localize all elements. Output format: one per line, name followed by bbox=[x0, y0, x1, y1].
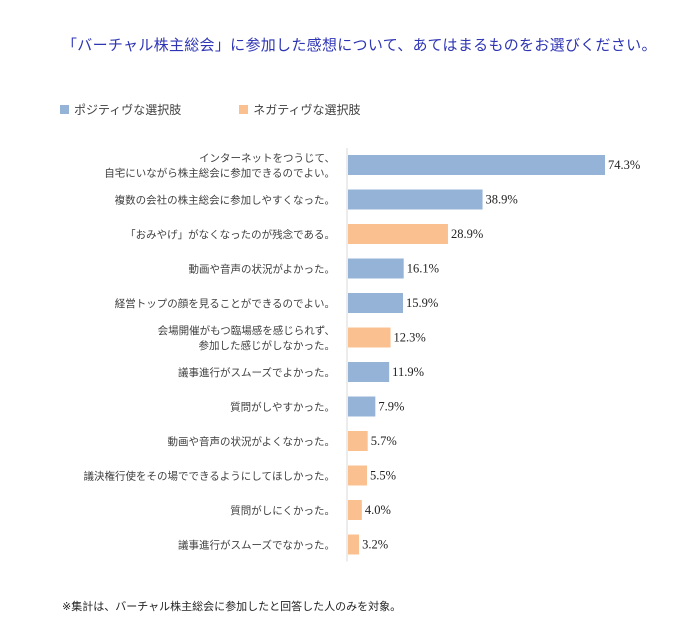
bar-11 bbox=[348, 500, 362, 520]
value-label-2: 38.9% bbox=[486, 193, 518, 207]
legend-label-positive: ポジティヴな選択肢 bbox=[74, 102, 182, 117]
category-label-8: 質問がしやすかった。 bbox=[230, 401, 335, 414]
category-label-12: 議事進行がスムーズでなかった。 bbox=[178, 539, 335, 552]
bar-5 bbox=[348, 293, 403, 313]
value-label-5: 15.9% bbox=[406, 296, 438, 310]
bar-8 bbox=[348, 396, 376, 417]
bar-1 bbox=[348, 155, 605, 175]
chart-legend: ポジティヴな選択肢 ネガティヴな選択肢 bbox=[60, 99, 419, 119]
category-label-1-line2: 自宅にいながら株主総会に参加できるのでよい。 bbox=[104, 167, 335, 180]
bar-10 bbox=[348, 465, 368, 486]
value-label-9: 5.7% bbox=[371, 434, 397, 448]
value-label-7: 11.9% bbox=[392, 365, 424, 379]
value-label-11: 4.0% bbox=[365, 503, 391, 517]
category-label-11: 質問がしにくかった。 bbox=[230, 504, 335, 517]
legend-item-negative: ネガティヴな選択肢 bbox=[239, 101, 361, 118]
bar-2 bbox=[348, 189, 483, 210]
value-label-6: 12.3% bbox=[394, 331, 426, 345]
legend-swatch-negative bbox=[239, 104, 249, 114]
category-label-6-line2: 参加した感じがしなかった。 bbox=[199, 339, 336, 352]
bar-7 bbox=[348, 362, 390, 382]
category-label-1-line1: インターネットをつうじて、 bbox=[199, 153, 335, 165]
bar-3 bbox=[348, 224, 448, 244]
category-label-5: 経営トップの顔を見ることができるのでよい。 bbox=[115, 297, 335, 310]
bar-6 bbox=[348, 327, 391, 348]
category-label-3: 「おみやげ」がなくなったのが残念である。 bbox=[125, 228, 335, 241]
footnote: ※集計は、バーチャル株主総会に参加したと回答した人のみを対象。 bbox=[62, 600, 402, 613]
category-label-2: 複数の会社の株主総会に参加しやすくなった。 bbox=[115, 194, 335, 207]
category-label-6-line1: 会場開催がもつ臨場感を感じられず、 bbox=[158, 324, 335, 337]
value-label-1: 74.3% bbox=[608, 158, 640, 172]
category-label-7: 議事進行がスムーズでよかった。 bbox=[178, 366, 335, 379]
value-label-3: 28.9% bbox=[451, 227, 483, 241]
legend-swatch-positive bbox=[60, 104, 69, 114]
bar-4 bbox=[348, 258, 404, 279]
bar-12 bbox=[348, 534, 360, 555]
value-label-4: 16.1% bbox=[407, 262, 439, 276]
value-label-10: 5.5% bbox=[370, 469, 396, 483]
category-label-9: 動画や音声の状況がよくなかった。 bbox=[168, 435, 335, 448]
value-label-8: 7.9% bbox=[378, 400, 404, 414]
legend-label-negative: ネガティヴな選択肢 bbox=[253, 102, 361, 117]
bar-9 bbox=[348, 431, 368, 451]
category-label-4: 動画や音声の状況がよかった。 bbox=[189, 263, 335, 276]
chart-title: 「バーチャル株主総会」に参加した感想について、あてはまるものをお選びください。 bbox=[62, 36, 657, 54]
legend-item-positive: ポジティヴな選択肢 bbox=[60, 101, 181, 118]
value-label-12: 3.2% bbox=[362, 538, 388, 552]
category-label-10: 議決権行使をその場でできるようにしてほしかった。 bbox=[84, 470, 335, 483]
